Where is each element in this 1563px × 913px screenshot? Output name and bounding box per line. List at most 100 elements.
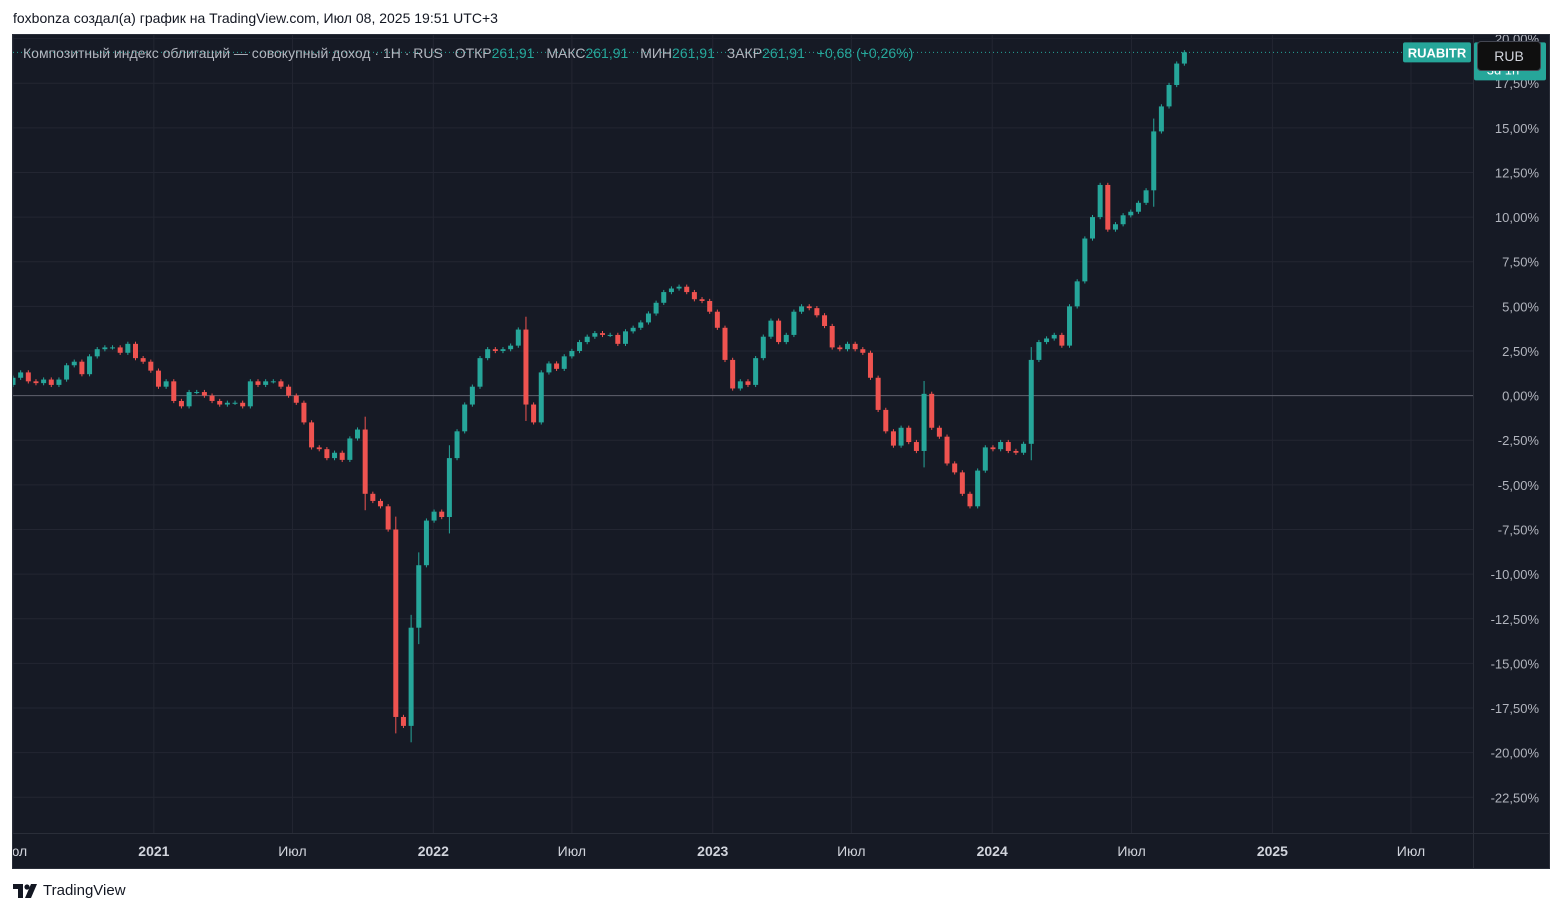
currency-button[interactable]: RUB bbox=[1477, 41, 1541, 71]
candle-body[interactable] bbox=[875, 377, 881, 410]
candle-body[interactable] bbox=[929, 393, 935, 428]
candle-body[interactable] bbox=[102, 347, 108, 350]
candle-body[interactable] bbox=[217, 400, 223, 405]
candle-body[interactable] bbox=[822, 315, 828, 326]
candle-body[interactable] bbox=[569, 350, 575, 357]
candle-body[interactable] bbox=[347, 438, 353, 460]
candle-body[interactable] bbox=[1105, 184, 1111, 230]
candle-body[interactable] bbox=[1074, 281, 1080, 307]
candle-body[interactable] bbox=[171, 381, 177, 401]
candle-body[interactable] bbox=[730, 359, 736, 389]
candle-body[interactable] bbox=[1051, 334, 1057, 339]
candle-body[interactable] bbox=[845, 343, 851, 350]
candle-body[interactable] bbox=[1067, 306, 1073, 346]
candle-body[interactable] bbox=[270, 381, 276, 383]
candle-body[interactable] bbox=[278, 381, 284, 387]
candle-body[interactable] bbox=[714, 311, 720, 328]
candle-body[interactable] bbox=[1174, 63, 1180, 85]
candle-body[interactable] bbox=[293, 395, 299, 403]
candle-body[interactable] bbox=[64, 365, 70, 380]
candle-body[interactable] bbox=[1044, 338, 1050, 343]
candle-body[interactable] bbox=[132, 343, 138, 359]
candle-body[interactable] bbox=[500, 349, 506, 351]
candle-body[interactable] bbox=[622, 331, 628, 344]
candle-body[interactable] bbox=[477, 358, 483, 387]
candle-body[interactable] bbox=[975, 470, 981, 507]
candle-body[interactable] bbox=[799, 306, 805, 312]
candle-body[interactable] bbox=[1097, 184, 1103, 218]
candle-body[interactable] bbox=[263, 381, 269, 385]
candle-body[interactable] bbox=[201, 392, 207, 396]
candle-body[interactable] bbox=[661, 292, 667, 303]
candle-body[interactable] bbox=[431, 511, 437, 521]
candle-body[interactable] bbox=[959, 472, 965, 494]
candle-body[interactable] bbox=[1013, 450, 1019, 453]
candle-body[interactable] bbox=[645, 313, 651, 323]
candle-body[interactable] bbox=[990, 447, 996, 450]
candle-body[interactable] bbox=[592, 333, 598, 337]
candle-body[interactable] bbox=[913, 442, 919, 451]
candle-body[interactable] bbox=[1089, 217, 1095, 239]
candle-body[interactable] bbox=[370, 493, 376, 501]
candle-body[interactable] bbox=[286, 386, 292, 396]
candle-body[interactable] bbox=[760, 336, 766, 359]
candle-body[interactable] bbox=[952, 463, 958, 473]
candle-body[interactable] bbox=[423, 520, 429, 566]
candle-body[interactable] bbox=[1005, 442, 1011, 451]
candle-body[interactable] bbox=[163, 381, 169, 387]
candle-body[interactable] bbox=[1112, 224, 1118, 230]
candle-body[interactable] bbox=[1158, 106, 1164, 132]
candle-body[interactable] bbox=[883, 409, 889, 432]
candle-body[interactable] bbox=[332, 452, 338, 459]
chart-panel[interactable]: 20,00%17,50%15,00%12,50%10,00%7,50%5,00%… bbox=[12, 34, 1550, 869]
candle-body[interactable] bbox=[508, 345, 514, 350]
candle-body[interactable] bbox=[837, 347, 843, 350]
candle-body[interactable] bbox=[408, 627, 414, 726]
candle-body[interactable] bbox=[668, 288, 674, 293]
candle-body[interactable] bbox=[998, 442, 1004, 450]
candle-body[interactable] bbox=[485, 349, 491, 359]
candle-body[interactable] bbox=[1028, 359, 1034, 444]
candle-body[interactable] bbox=[791, 311, 797, 335]
candle-body[interactable] bbox=[1036, 342, 1042, 360]
candle-body[interactable] bbox=[936, 427, 942, 437]
candle-body[interactable] bbox=[860, 349, 866, 353]
candle-body[interactable] bbox=[630, 327, 636, 332]
candle-body[interactable] bbox=[324, 449, 330, 459]
candle-body[interactable] bbox=[125, 343, 131, 353]
candle-body[interactable] bbox=[194, 392, 200, 394]
candle-body[interactable] bbox=[745, 381, 751, 385]
candle-body[interactable] bbox=[56, 379, 62, 385]
candle-body[interactable] bbox=[41, 379, 47, 384]
candle-body[interactable] bbox=[110, 347, 116, 349]
candle-body[interactable] bbox=[416, 565, 422, 628]
candle-body[interactable] bbox=[1181, 52, 1187, 64]
candle-body[interactable] bbox=[13, 377, 16, 385]
candle-body[interactable] bbox=[209, 395, 215, 401]
candle-body[interactable] bbox=[890, 431, 896, 446]
candle-body[interactable] bbox=[385, 506, 391, 530]
candle-body[interactable] bbox=[247, 381, 253, 407]
candle-body[interactable] bbox=[737, 381, 743, 389]
candle-body[interactable] bbox=[454, 431, 460, 459]
candlestick-chart[interactable]: 20,00%17,50%15,00%12,50%10,00%7,50%5,00%… bbox=[13, 35, 1549, 868]
candle-body[interactable] bbox=[140, 358, 146, 362]
candle-body[interactable] bbox=[255, 381, 261, 385]
candle-body[interactable] bbox=[699, 299, 705, 301]
candle-body[interactable] bbox=[117, 347, 123, 353]
candle-body[interactable] bbox=[400, 716, 406, 726]
candle-body[interactable] bbox=[148, 361, 154, 371]
candle-body[interactable] bbox=[309, 422, 315, 448]
candle-body[interactable] bbox=[1166, 84, 1172, 107]
candle-body[interactable] bbox=[362, 429, 368, 494]
candle-body[interactable] bbox=[829, 325, 835, 348]
candle-body[interactable] bbox=[967, 493, 973, 507]
candle-body[interactable] bbox=[753, 358, 759, 385]
candle-body[interactable] bbox=[1082, 238, 1088, 282]
candle-body[interactable] bbox=[768, 320, 774, 337]
candle-body[interactable] bbox=[316, 447, 322, 450]
candle-body[interactable] bbox=[638, 322, 644, 328]
candle-body[interactable] bbox=[439, 511, 445, 518]
candle-body[interactable] bbox=[393, 529, 399, 717]
candle-body[interactable] bbox=[906, 427, 912, 443]
